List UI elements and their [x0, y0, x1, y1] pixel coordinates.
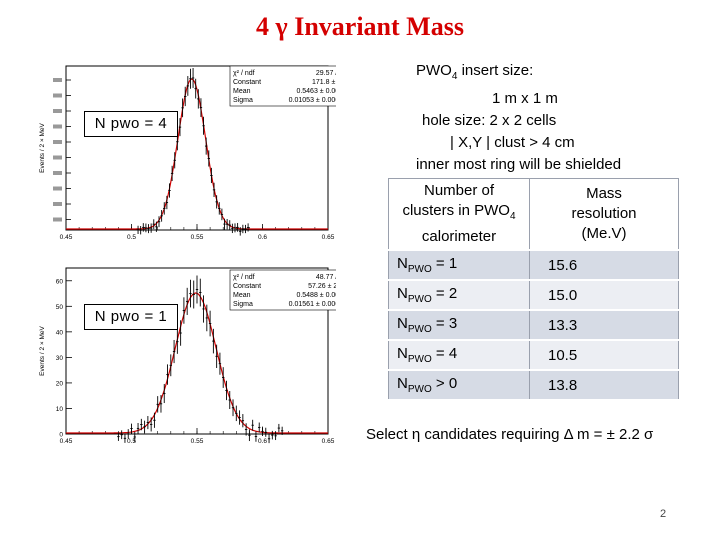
y-tick-label: 0	[59, 432, 63, 439]
stat-box: χ² / ndf 48.77 / 46 Constant 57.26 ± 2.43 Me…	[229, 269, 336, 311]
npwo1-label: N pwo = 1	[84, 304, 178, 330]
histogram-npwo4: Events / 2 × MeV0.450.50.550.60.65M(4γ) …	[36, 60, 336, 240]
shield-line: inner most ring will be shielded	[416, 156, 622, 173]
y-tick-label-faint	[53, 124, 62, 129]
resolution-table: Number of clusters in PWO4 calorimeter M…	[388, 178, 679, 401]
table-row: NPWO = 1 15.6	[388, 249, 679, 281]
x-tick-label: 0.6	[258, 234, 267, 240]
histogram-npwo4-svg: Events / 2 × MeV0.450.50.550.60.65M(4γ) …	[39, 65, 336, 240]
stat-name: Mean	[233, 88, 251, 95]
stat-name: χ² / ndf	[233, 274, 255, 281]
stat-name: χ² / ndf	[233, 70, 255, 77]
table-row: NPWO = 2 15.0	[388, 279, 679, 311]
stat-value: 0.01053 ± 0.00017	[289, 97, 336, 104]
page-number: 2	[660, 508, 667, 520]
stat-value: 0.01561 ± 0.00044	[289, 301, 336, 308]
histogram-npwo1-svg: Events / 2 × MeV0.450.50.550.60.65M(4γ) …	[39, 267, 336, 445]
y-tick-label: 30	[56, 355, 64, 362]
y-tick-label-faint	[53, 171, 62, 175]
y-tick-label-faint	[53, 217, 62, 222]
y-tick-label: 40	[56, 329, 64, 336]
stat-value: 57.26 ± 2.43	[308, 283, 336, 290]
x-tick-label: 0.6	[258, 438, 267, 445]
y-tick-label-faint	[53, 202, 62, 206]
stat-name: Mean	[233, 292, 251, 299]
header-resolution: Mass resolution (Me.V)	[529, 178, 679, 251]
table-row: NPWO = 3 13.3	[388, 309, 679, 341]
x-tick-label: 0.55	[191, 438, 204, 445]
stat-value: 48.77 / 46	[316, 274, 336, 281]
stat-value: 0.5463 ± 0.0002	[296, 88, 336, 95]
x-tick-label: 0.65	[322, 438, 335, 445]
header-clusters: Number of clusters in PWO4 calorimeter	[388, 178, 530, 251]
selection-note: Select η candidates requiring Δ m = ± 2.…	[366, 426, 654, 443]
x-tick-label: 0.45	[60, 438, 73, 445]
stat-value: 171.8 ± 4.8	[312, 79, 336, 86]
y-tick-label: 10	[56, 406, 64, 413]
y-axis-label: Events / 2 × MeV	[39, 326, 46, 376]
stat-box-frame	[229, 65, 336, 107]
y-tick-label-faint	[53, 186, 62, 191]
x-tick-label: 0.55	[191, 234, 204, 240]
table-row: NPWO > 0 13.8	[388, 369, 679, 401]
y-tick-label: 50	[56, 304, 64, 311]
npwo4-label: N pwo = 4	[84, 111, 178, 137]
stat-value: 29.57 / 27	[316, 70, 336, 77]
y-axis-label: Events / 2 × MeV	[39, 123, 46, 173]
stat-name: Constant	[233, 79, 261, 86]
stat-name: Sigma	[233, 301, 253, 308]
fit-curve	[66, 78, 328, 230]
table-row: NPWO = 4 10.5	[388, 339, 679, 371]
x-tick-label: 0.5	[127, 438, 136, 445]
y-tick-label-faint	[53, 155, 62, 160]
cluster-cut-line: | X,Y | clust > 4 cm	[450, 134, 575, 151]
y-tick-label-faint	[53, 140, 62, 144]
y-tick-label-faint	[53, 93, 62, 98]
y-tick-label: 20	[56, 380, 64, 387]
hole-size-line: hole size: 2 x 2 cells	[422, 112, 557, 129]
y-tick-label-faint	[53, 78, 62, 82]
slide-title: 4 γ Invariant Mass	[256, 12, 464, 41]
insert-info: PWO4 insert size: 1 m x 1 m hole size: 2…	[400, 60, 650, 176]
histogram-npwo1: Events / 2 × MeV0.450.50.550.60.65M(4γ) …	[36, 262, 336, 445]
stat-name: Sigma	[233, 97, 253, 104]
x-tick-label: 0.45	[60, 234, 73, 240]
y-tick-label-faint	[53, 109, 62, 113]
x-tick-label: 0.5	[127, 234, 136, 240]
insert-dimensions: 1 m x 1 m	[492, 90, 558, 107]
stat-box-frame	[229, 269, 336, 311]
stat-box: χ² / ndf 29.57 / 27 Constant 171.8 ± 4.8 Mea…	[229, 65, 336, 107]
insert-size-line: PWO4 insert size:	[416, 62, 534, 82]
stat-value: 0.5488 ± 0.0005	[296, 292, 336, 299]
x-tick-label: 0.65	[322, 234, 335, 240]
stat-name: Constant	[233, 283, 261, 290]
y-tick-label: 60	[56, 278, 64, 285]
